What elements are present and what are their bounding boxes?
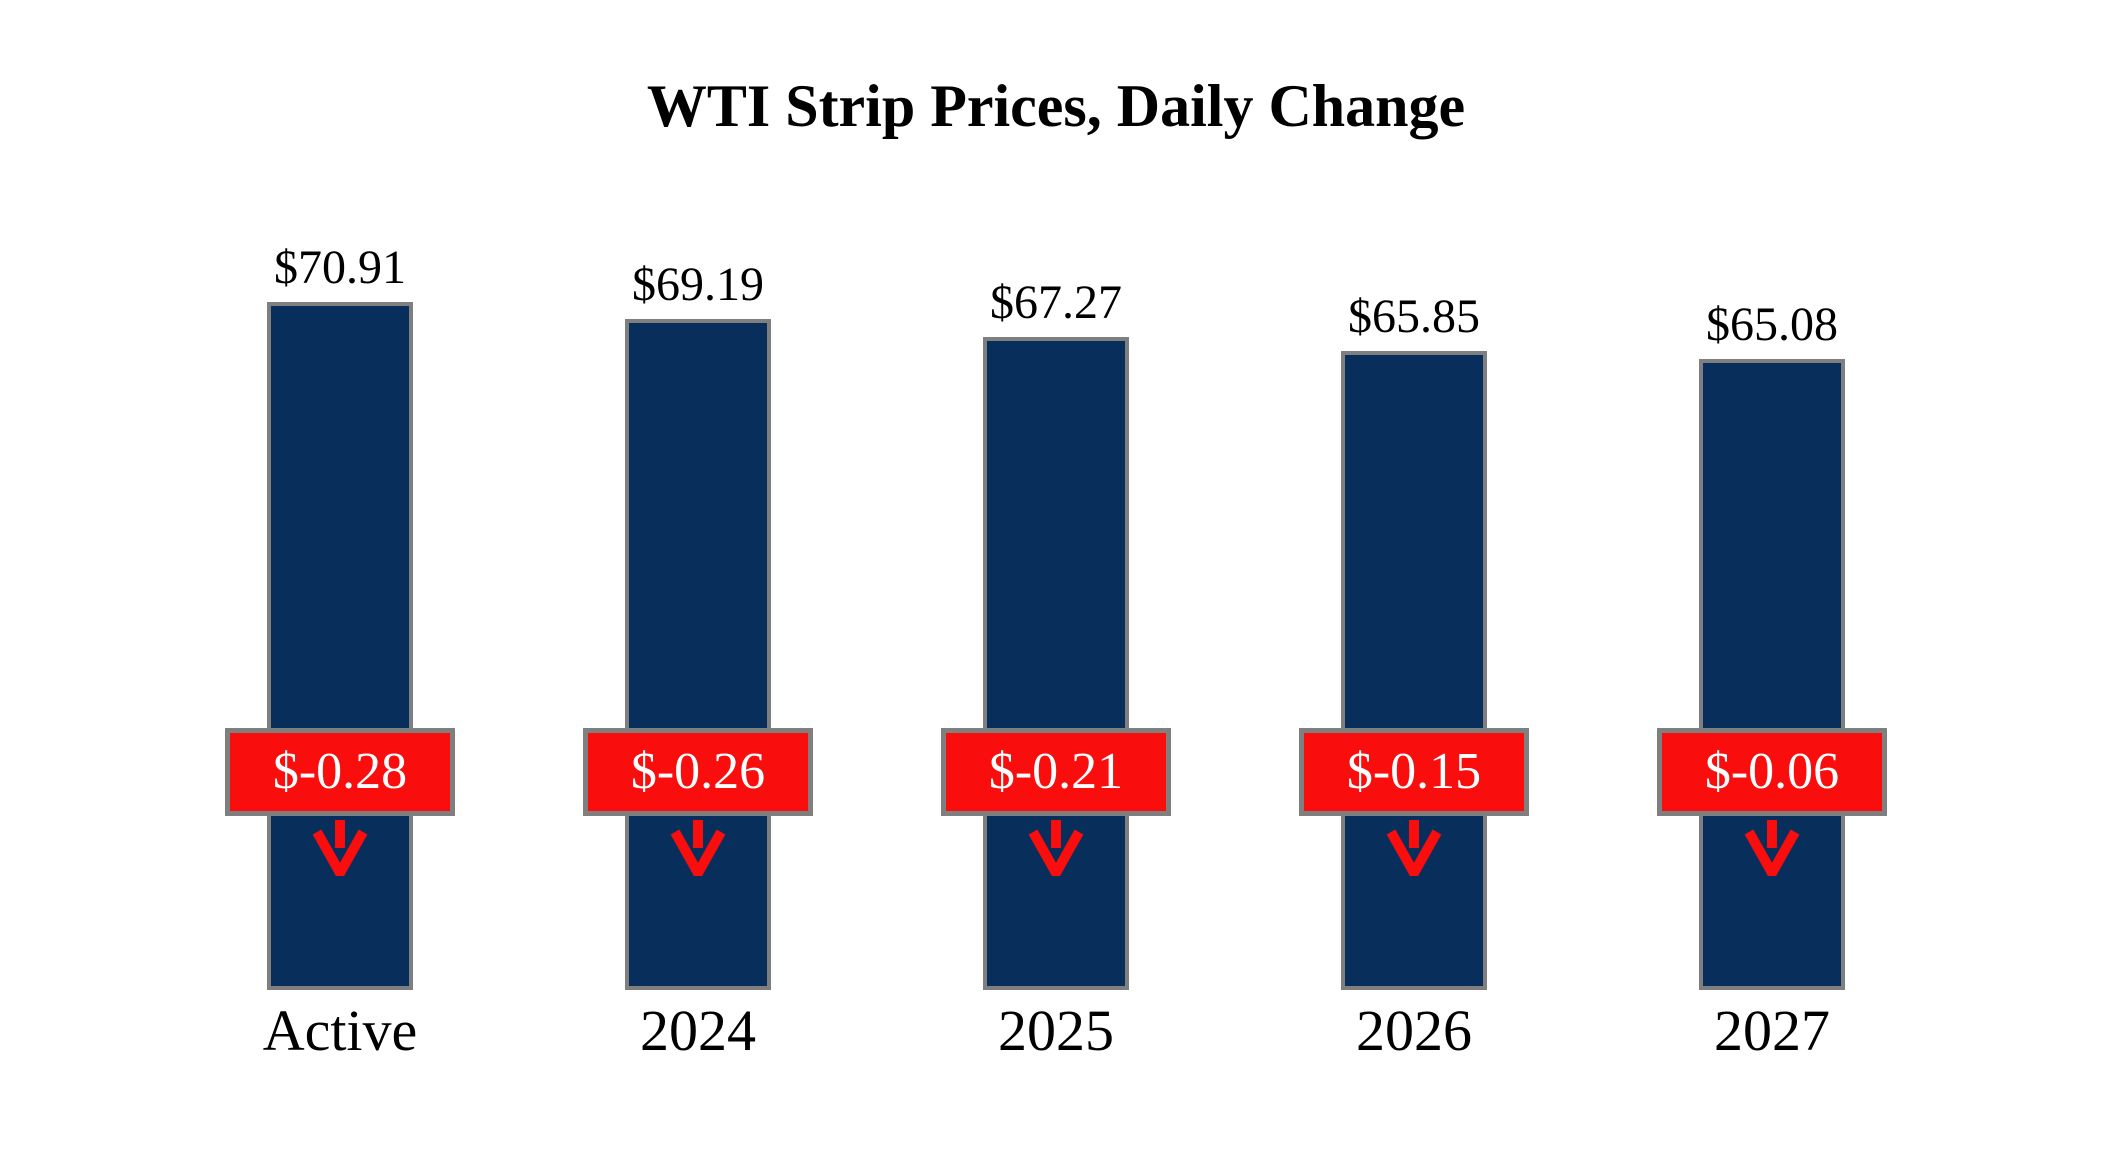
category-label: 2024 — [640, 998, 756, 1063]
daily-change-badge: $-0.28 — [225, 728, 455, 816]
down-arrow-icon — [1028, 820, 1084, 876]
bar-group-2027: $65.08 $-0.06 2027 — [1593, 0, 1951, 1152]
category-label: 2026 — [1356, 998, 1472, 1063]
bar — [1341, 351, 1487, 990]
category-label: 2027 — [1714, 998, 1830, 1063]
bar-group-2025: $67.27 $-0.21 2025 — [877, 0, 1235, 1152]
daily-change-badge: $-0.26 — [583, 728, 813, 816]
category-label: 2025 — [998, 998, 1114, 1063]
bar-group-2024: $69.19 $-0.26 2024 — [519, 0, 877, 1152]
chart-title: WTI Strip Prices, Daily Change — [646, 73, 1466, 139]
category-label: Active — [262, 998, 418, 1063]
bar-group-2026: $65.85 $-0.15 2026 — [1235, 0, 1593, 1152]
daily-change-value: $-0.21 — [988, 743, 1124, 800]
daily-change-value: $-0.06 — [1704, 743, 1840, 800]
bar — [267, 302, 413, 990]
price-label: $65.85 — [1348, 290, 1480, 343]
daily-change-value: $-0.28 — [272, 743, 408, 800]
bar — [1699, 359, 1845, 990]
bar-group-active: $70.91 $-0.28 Active — [161, 0, 519, 1152]
daily-change-badge: $-0.06 — [1657, 728, 1887, 816]
bar — [983, 337, 1129, 990]
daily-change-badge: $-0.21 — [941, 728, 1171, 816]
daily-change-value: $-0.26 — [630, 743, 766, 800]
down-arrow-icon — [312, 820, 368, 876]
price-label: $69.19 — [632, 258, 764, 311]
price-label: $65.08 — [1706, 298, 1838, 351]
price-label: $70.91 — [274, 241, 406, 294]
bar — [625, 319, 771, 990]
down-arrow-icon — [1744, 820, 1800, 876]
daily-change-value: $-0.15 — [1346, 743, 1482, 800]
down-arrow-icon — [1386, 820, 1442, 876]
daily-change-badge: $-0.15 — [1299, 728, 1529, 816]
down-arrow-icon — [670, 820, 726, 876]
price-label: $67.27 — [990, 276, 1122, 329]
